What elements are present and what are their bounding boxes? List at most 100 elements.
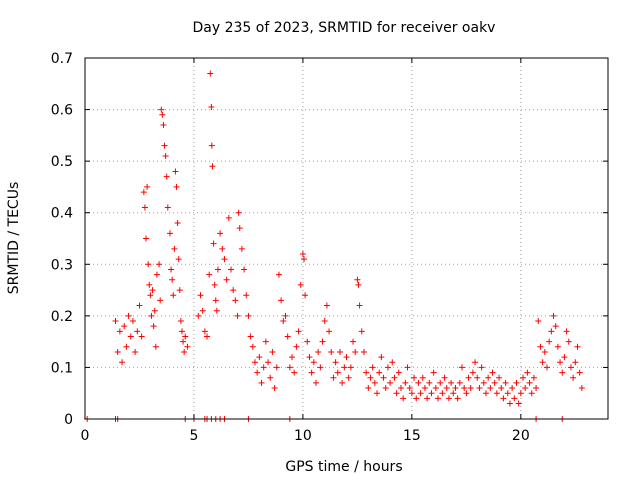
- data-point: [428, 390, 435, 397]
- data-point: [515, 400, 522, 407]
- data-point: [360, 348, 367, 355]
- data-point: [380, 374, 387, 381]
- data-point: [345, 374, 352, 381]
- data-point: [181, 348, 188, 355]
- data-point: [387, 379, 394, 386]
- data-point: [207, 70, 214, 77]
- data-point: [382, 385, 389, 392]
- data-point: [504, 390, 511, 397]
- y-tick-label: 0.1: [51, 360, 73, 376]
- data-point: [214, 266, 221, 273]
- x-tick-label: 20: [512, 428, 530, 444]
- data-point: [269, 348, 276, 355]
- data-point: [454, 395, 461, 402]
- data-point: [328, 348, 335, 355]
- data-point: [164, 204, 171, 211]
- data-point: [284, 333, 291, 340]
- data-point: [312, 379, 319, 386]
- data-point: [123, 343, 130, 350]
- data-point: [116, 328, 123, 335]
- data-point: [125, 312, 132, 319]
- data-point: [565, 338, 572, 345]
- data-point: [201, 328, 208, 335]
- data-point: [273, 364, 280, 371]
- data-point: [421, 385, 428, 392]
- data-point: [413, 395, 420, 402]
- data-point: [162, 152, 169, 159]
- data-point: [225, 214, 232, 221]
- data-point: [419, 374, 426, 381]
- y-tick-label: 0.3: [51, 257, 73, 273]
- data-point: [308, 369, 315, 376]
- data-point: [402, 379, 409, 386]
- data-point: [217, 230, 224, 237]
- data-point: [119, 359, 126, 366]
- data-point: [489, 369, 496, 376]
- grid-lines: [85, 58, 608, 419]
- x-axis-label: GPS time / hours: [285, 459, 402, 475]
- data-point: [136, 302, 143, 309]
- data-point: [526, 379, 533, 386]
- data-point: [491, 379, 498, 386]
- data-point: [295, 328, 302, 335]
- data-point: [374, 390, 381, 397]
- data-point: [336, 348, 343, 355]
- data-point: [347, 364, 354, 371]
- data-point: [213, 307, 220, 314]
- data-point: [371, 379, 378, 386]
- data-point: [578, 385, 585, 392]
- data-point: [184, 343, 191, 350]
- data-point: [282, 312, 289, 319]
- data-point: [432, 385, 439, 392]
- data-point: [228, 266, 235, 273]
- data-point: [178, 328, 185, 335]
- data-point: [209, 163, 216, 170]
- data-point: [450, 390, 457, 397]
- data-point: [546, 338, 553, 345]
- data-point: [502, 379, 509, 386]
- data-point: [500, 395, 507, 402]
- data-point: [297, 281, 304, 288]
- data-point: [236, 225, 243, 232]
- data-point: [195, 312, 202, 319]
- data-point: [493, 390, 500, 397]
- data-point: [426, 379, 433, 386]
- data-point: [474, 374, 481, 381]
- y-axis-label: SRMTID / TECUs: [6, 182, 22, 295]
- data-point: [148, 312, 155, 319]
- data-point: [265, 359, 272, 366]
- data-point: [537, 343, 544, 350]
- data-point: [476, 385, 483, 392]
- data-point: [472, 359, 479, 366]
- data-point: [301, 256, 308, 263]
- data-point: [557, 359, 564, 366]
- data-point: [152, 343, 159, 350]
- data-point: [334, 369, 341, 376]
- data-point: [567, 364, 574, 371]
- data-point: [169, 276, 176, 283]
- y-tick-label: 0.4: [51, 206, 73, 222]
- y-tick-label: 0.6: [51, 103, 73, 119]
- data-point: [149, 287, 156, 294]
- data-point: [350, 338, 357, 345]
- data-point: [238, 245, 245, 252]
- data-point: [251, 359, 258, 366]
- data-point: [384, 364, 391, 371]
- data-point: [230, 287, 237, 294]
- data-point: [561, 354, 568, 361]
- data-point: [204, 333, 211, 340]
- data-point: [262, 338, 269, 345]
- data-point: [517, 390, 524, 397]
- data-point: [356, 302, 363, 309]
- data-point: [132, 348, 139, 355]
- x-tick-label: 0: [81, 428, 90, 444]
- data-point: [161, 142, 168, 149]
- data-point: [254, 369, 261, 376]
- data-point: [391, 374, 398, 381]
- data-point: [249, 343, 256, 350]
- data-point: [260, 364, 267, 371]
- data-point: [496, 374, 503, 381]
- data-point: [397, 385, 404, 392]
- data-point: [506, 400, 513, 407]
